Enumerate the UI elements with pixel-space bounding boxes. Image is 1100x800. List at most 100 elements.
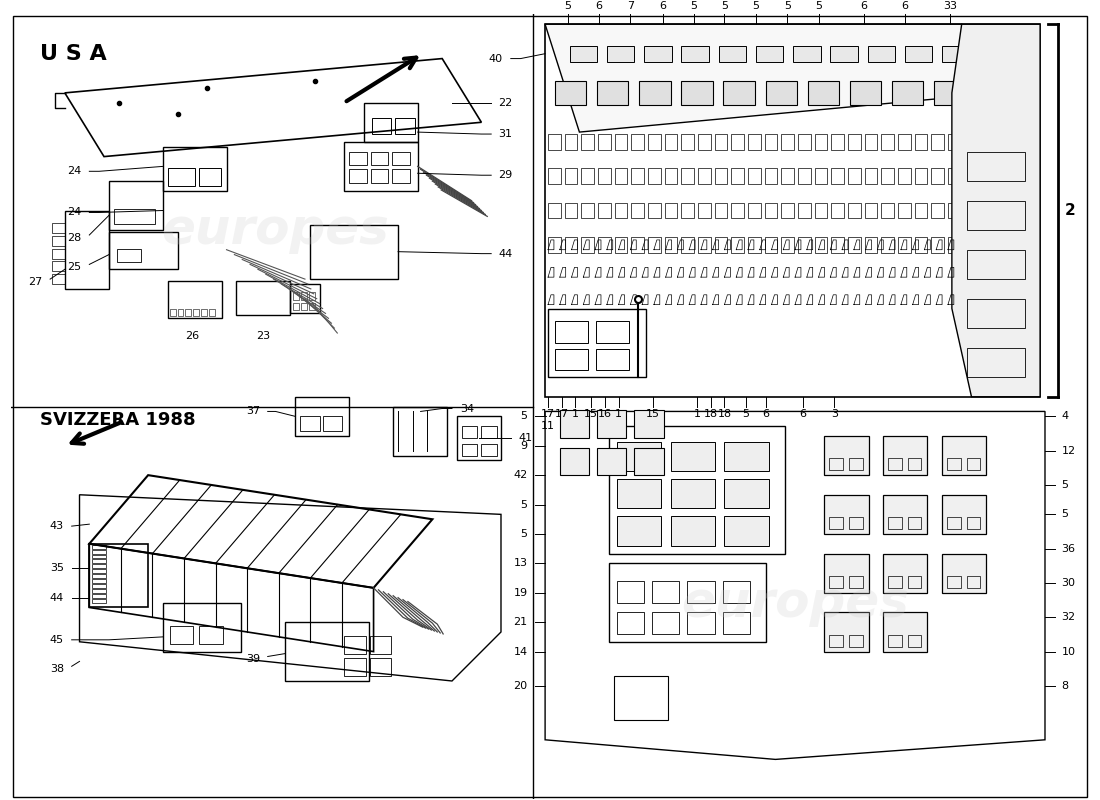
Bar [194,309,199,316]
Text: U S A: U S A [41,44,107,64]
Polygon shape [942,46,969,62]
Bar [888,458,902,470]
Bar [65,210,109,289]
Bar [167,168,195,186]
Polygon shape [934,81,966,105]
Bar [322,416,342,431]
Bar [829,576,843,588]
Bar [554,322,588,343]
Text: 5: 5 [691,1,697,10]
Bar [617,516,661,546]
Bar [635,448,663,475]
Polygon shape [718,46,746,62]
Bar [883,554,927,593]
Text: 41: 41 [518,433,532,443]
Bar [92,598,106,602]
Text: 24: 24 [67,207,81,218]
Bar [109,181,163,230]
Text: 25: 25 [67,262,81,272]
Polygon shape [905,46,933,62]
Bar [947,576,960,588]
Bar [888,518,902,529]
Bar [344,658,365,676]
Text: 31: 31 [498,129,513,139]
Bar [52,249,65,258]
Bar [364,102,418,142]
Bar [371,170,388,183]
Text: 18: 18 [704,410,718,419]
Text: 5: 5 [742,410,749,419]
Text: 17: 17 [554,410,569,419]
Bar [309,292,315,300]
Text: 44: 44 [50,593,64,602]
Polygon shape [554,81,586,105]
Bar [236,281,290,315]
Polygon shape [570,46,597,62]
Bar [652,581,680,602]
Bar [370,636,392,654]
Text: 30: 30 [1062,578,1076,588]
Text: 45: 45 [50,635,64,645]
Text: 5: 5 [1062,480,1069,490]
Text: 40: 40 [488,54,503,63]
Polygon shape [952,24,1041,397]
Text: 5: 5 [815,1,822,10]
Bar [947,458,960,470]
Text: europes: europes [162,206,389,254]
Bar [209,309,214,316]
Bar [725,479,769,509]
Bar [482,426,497,438]
Bar [597,410,627,438]
Bar [372,118,392,134]
Bar [548,309,646,377]
Polygon shape [724,81,755,105]
Bar [290,284,320,314]
Text: 27: 27 [28,277,42,287]
Bar [554,349,588,370]
Bar [92,570,106,573]
Bar [482,444,497,455]
Text: 19: 19 [514,588,528,598]
Bar [942,494,987,534]
Bar [395,118,415,134]
Bar [967,518,980,529]
Text: 43: 43 [50,521,64,531]
Polygon shape [597,81,628,105]
Bar [52,262,65,271]
Bar [177,309,184,316]
Bar [824,494,869,534]
Bar [829,458,843,470]
Bar [967,458,980,470]
Text: 6: 6 [860,1,867,10]
Polygon shape [546,24,1001,132]
Bar [824,436,869,475]
Bar [113,209,155,224]
Polygon shape [850,81,881,105]
Bar [849,458,862,470]
Text: 20: 20 [514,681,528,691]
Bar [671,442,715,471]
Bar [52,236,65,246]
Text: europes: europes [681,578,909,626]
Bar [849,576,862,588]
Polygon shape [766,81,797,105]
Text: 14: 14 [514,646,528,657]
Bar [393,170,410,183]
Bar [167,281,221,318]
Bar [824,612,869,651]
Text: 6: 6 [901,1,909,10]
Bar [688,612,715,634]
Bar [617,442,661,471]
Bar [92,564,106,568]
Text: 38: 38 [50,664,64,674]
Bar [199,168,221,186]
Bar [888,635,902,646]
Bar [92,545,106,549]
Bar [370,658,392,676]
Text: 28: 28 [67,233,81,243]
Bar [92,554,106,558]
Text: 15: 15 [646,410,660,419]
Bar [617,581,645,602]
Bar [560,448,590,475]
Bar [109,232,177,270]
